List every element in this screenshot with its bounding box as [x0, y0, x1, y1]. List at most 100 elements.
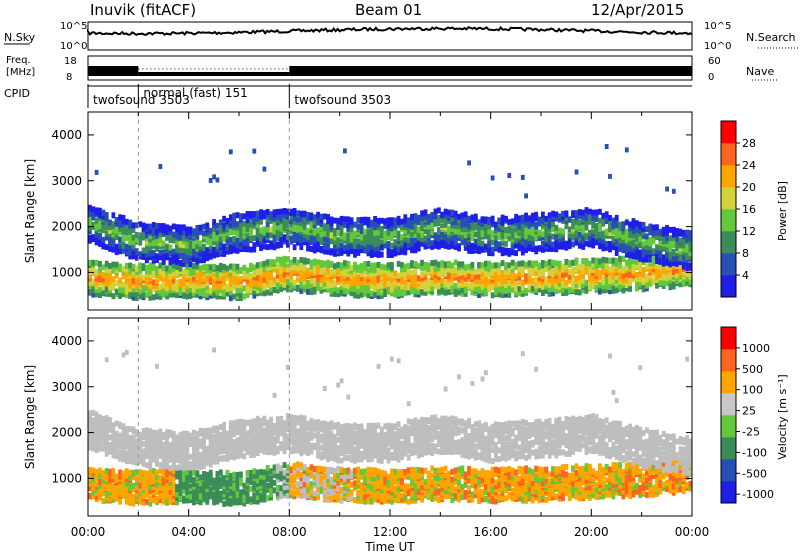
echo-cell [225, 430, 230, 437]
echo-cell [98, 280, 102, 287]
echo-cell [460, 221, 465, 228]
echo-cell [124, 218, 129, 225]
echo-cell [218, 436, 223, 443]
echo-cell [145, 437, 149, 444]
echo-cell [168, 447, 173, 454]
echo-cell [507, 280, 512, 286]
echo-cell [121, 291, 126, 298]
echo-cell [480, 283, 485, 290]
echo-cell [171, 481, 176, 488]
echo-cell [406, 282, 411, 289]
echo-cell [326, 236, 330, 243]
echo-cell [178, 241, 183, 248]
echo-cell [383, 287, 388, 294]
echo-cell [322, 276, 327, 283]
echo-cell [406, 222, 411, 229]
echo-cell [228, 222, 233, 229]
echo-cell [504, 277, 508, 284]
echo-cell [259, 232, 263, 239]
echo-cell [94, 481, 99, 488]
echo-cell [259, 241, 263, 248]
echo-cell [118, 469, 122, 476]
echo-cell [306, 279, 310, 286]
echo-cell [544, 215, 549, 222]
echo-cell [228, 500, 233, 507]
echo-cell [655, 273, 659, 280]
echo-cell [403, 220, 408, 227]
echo-cell [178, 253, 183, 259]
echo-cell [151, 484, 156, 490]
echo-cell [373, 270, 377, 277]
echo-cell [373, 245, 377, 252]
echo-cell [477, 223, 481, 230]
echo-cell [396, 287, 401, 294]
echo-cell [665, 241, 669, 248]
echo-cell [235, 271, 240, 278]
echo-cell [631, 246, 636, 253]
echo-cell [312, 226, 317, 233]
echo-cell [121, 214, 126, 221]
echo-cell [608, 226, 612, 233]
echo-cell [618, 225, 622, 231]
echo-cell [198, 279, 203, 286]
echo-cell [175, 255, 179, 262]
echo-cell [131, 275, 136, 281]
echo-cell [128, 227, 133, 234]
echo-cell [218, 219, 223, 226]
echo-cell [507, 248, 512, 254]
echo-cell [286, 237, 290, 244]
echo-cell [393, 250, 398, 257]
echo-cell [608, 173, 612, 179]
echo-cell [376, 238, 381, 245]
echo-cell [188, 261, 193, 268]
echo-cell [379, 263, 384, 270]
echo-cell [463, 264, 468, 271]
echo-cell [507, 234, 512, 241]
echo-cell [403, 214, 408, 221]
echo-cell [218, 235, 223, 242]
echo-cell [457, 234, 461, 241]
echo-cell [359, 267, 364, 274]
echo-cell [373, 219, 377, 226]
echo-cell [272, 209, 277, 216]
echo-cell [369, 219, 374, 226]
echo-cell [433, 217, 438, 224]
echo-cell [161, 230, 166, 237]
echo-cell [447, 209, 451, 216]
echo-cell [386, 234, 391, 241]
echo-cell [155, 495, 159, 502]
echo-cell [104, 497, 109, 504]
echo-cell [490, 230, 495, 237]
echo-cell [681, 254, 686, 261]
echo-cell [594, 239, 599, 246]
echo-cell [376, 289, 381, 296]
echo-cell [463, 231, 468, 238]
echo-cell [447, 238, 451, 245]
echo-cell [507, 287, 512, 294]
echo-cell [665, 245, 669, 252]
echo-cell [182, 488, 186, 495]
echo-cell [319, 235, 324, 242]
echo-cell [316, 227, 320, 234]
echo-cell [379, 232, 384, 239]
echo-cell [366, 283, 371, 290]
echo-cell [534, 221, 539, 228]
echo-cell [128, 286, 133, 293]
echo-cell [416, 239, 421, 246]
echo-cell [406, 217, 411, 224]
echo-cell [91, 417, 96, 424]
echo-cell [145, 247, 149, 254]
echo-cell [239, 439, 243, 446]
echo-cell [192, 497, 196, 504]
echo-cell [524, 227, 528, 233]
echo-cell [255, 239, 260, 246]
echo-cell [477, 219, 481, 226]
echo-cell [175, 434, 179, 441]
echo-cell [665, 234, 669, 241]
echo-cell [259, 269, 263, 275]
echo-cell [561, 235, 565, 242]
echo-cell [349, 246, 354, 253]
echo-cell [208, 287, 213, 294]
echo-cell [255, 210, 260, 217]
echo-cell [410, 260, 414, 267]
